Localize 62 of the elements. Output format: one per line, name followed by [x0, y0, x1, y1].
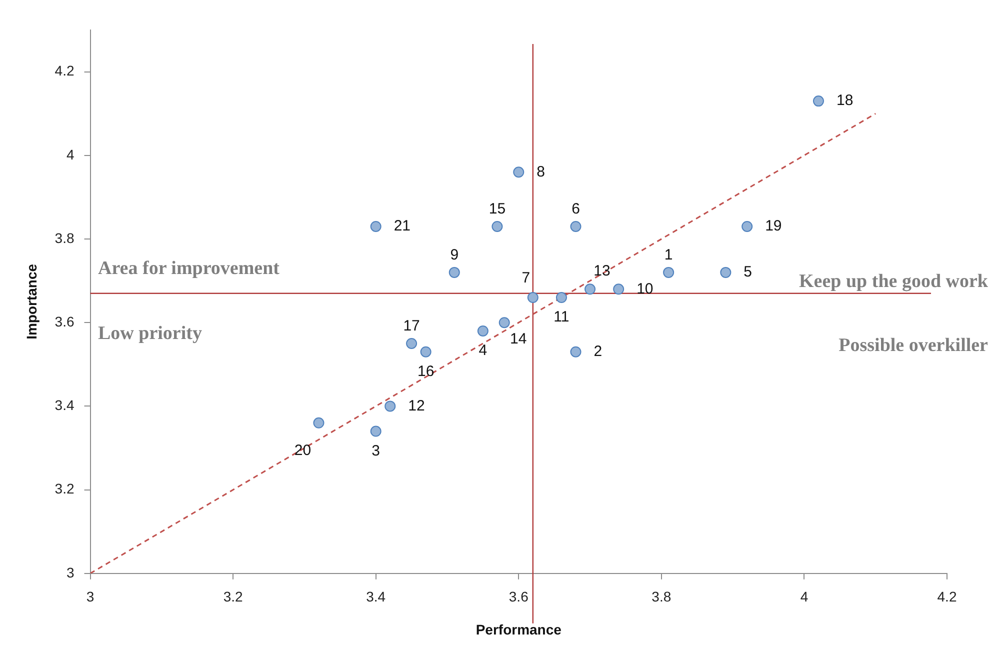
annotation: 9: [450, 246, 459, 264]
annotation: 2: [594, 343, 602, 360]
annotation: 3: [372, 442, 380, 460]
x-tick-label: 3.6: [508, 588, 529, 605]
annotation: 18: [836, 92, 854, 110]
point: [742, 220, 753, 232]
annotation: Area for improvement: [98, 258, 280, 279]
annotation: 21: [394, 218, 411, 235]
annotation: 1: [664, 246, 673, 264]
point: [527, 292, 538, 304]
point: [584, 284, 596, 295]
x-tick-label: 4: [800, 588, 808, 605]
x-tick-label: 3.8: [652, 588, 672, 605]
annotation: 6: [572, 200, 580, 218]
point: [570, 346, 582, 358]
y-axis-title: Importance: [23, 264, 40, 340]
annotation: 19: [765, 218, 782, 235]
point: [477, 325, 488, 336]
y-tick-label: 4: [66, 146, 74, 162]
annotation: 8: [536, 163, 545, 180]
x-tick-label: 3.4: [366, 588, 386, 605]
annotation: 4: [478, 342, 488, 360]
annotation: 16: [417, 363, 434, 380]
annotation: 5: [744, 264, 752, 281]
annotation: 20: [294, 442, 312, 460]
point: [498, 317, 510, 328]
annotation: 14: [510, 330, 527, 348]
y-tick-label: 3.4: [54, 397, 74, 414]
x-tick-label: 3: [86, 588, 94, 605]
x-tick-label: 3.2: [223, 588, 243, 605]
y-tick-label: 4.2: [54, 62, 74, 79]
point: [406, 338, 418, 349]
x-axis-title: Performance: [476, 621, 562, 638]
y-tick-label: 3.2: [54, 480, 74, 497]
point: [720, 266, 732, 278]
annotation: 11: [554, 308, 570, 326]
point: [492, 220, 503, 232]
point: [420, 346, 432, 358]
annotation: 15: [488, 200, 506, 218]
point: [556, 292, 567, 304]
point: [370, 220, 382, 232]
annotation: Low priority: [98, 322, 202, 344]
annotation: Keep up the good work: [799, 270, 988, 292]
annotation: 7: [522, 270, 530, 287]
x-tick-label: 4.2: [937, 588, 957, 605]
point: [313, 417, 324, 428]
point: [812, 96, 824, 107]
y-tick-label: 3.8: [54, 230, 74, 246]
point: [663, 266, 674, 278]
point: [613, 284, 624, 295]
point: [513, 166, 524, 178]
annotation: Possible overkiller: [838, 334, 989, 356]
point: [370, 426, 382, 437]
point: [448, 266, 460, 278]
annotation: 10: [636, 280, 654, 298]
annotation: 17: [403, 318, 420, 335]
y-tick-label: 3.6: [54, 313, 74, 330]
point: [570, 220, 582, 232]
annotation: 13: [594, 262, 610, 280]
point: [384, 400, 396, 412]
annotation: 12: [408, 397, 425, 414]
y-tick-label: 3: [66, 564, 74, 580]
